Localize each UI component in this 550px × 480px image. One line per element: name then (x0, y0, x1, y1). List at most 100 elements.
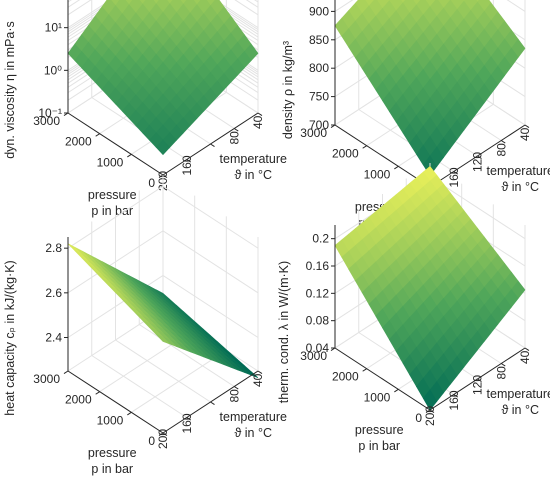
y-axis-line (67, 370, 164, 434)
x-tick-label: 160 (447, 390, 461, 410)
y-tick-label: 0 (415, 411, 422, 425)
x-axis-subtitle: ϑ in °C (234, 426, 272, 440)
x-tick (162, 174, 168, 179)
x-tick (210, 401, 215, 406)
y-tick-label: 3000 (300, 349, 327, 363)
y-tick (394, 165, 399, 170)
x-tick-label: 160 (447, 167, 461, 187)
y-tick (95, 391, 100, 395)
surface (334, 165, 526, 411)
floor-gridline (131, 349, 227, 413)
x-tick-label: 40 (251, 115, 265, 129)
y-axis-subtitle: p in bar (91, 462, 133, 476)
y-axis-line (67, 112, 164, 176)
z-tick-label: 10⁰ (44, 63, 62, 77)
surface-patch (412, 0, 422, 6)
z-tick-label: 0.2 (312, 232, 329, 246)
x-tick (186, 159, 192, 163)
x-tick-label: 80 (494, 143, 508, 157)
x-tick (524, 124, 530, 129)
x-tick-label: 160 (180, 413, 194, 433)
surface-patch (475, 0, 480, 3)
y-tick-label: 3000 (33, 372, 60, 386)
y-tick (158, 432, 164, 437)
z-gridline (67, 274, 259, 338)
z-tick-label: 850 (309, 33, 329, 47)
y-axis-title: pressure (88, 446, 137, 460)
surface-patch (138, 0, 147, 5)
x-tick-label: 80 (227, 131, 241, 145)
x-tick (257, 370, 263, 375)
y-tick-label: 1000 (97, 155, 124, 169)
z-tick-label: 800 (309, 61, 329, 75)
x-tick (186, 417, 192, 421)
y-tick-label: 2000 (65, 135, 92, 149)
x-tick-label: 40 (518, 127, 532, 141)
y-tick-label: 0 (148, 434, 155, 448)
y-tick-label: 1000 (364, 167, 391, 181)
z-tick-label: 0.08 (306, 314, 330, 328)
x-tick (477, 155, 482, 160)
y-axis-line (334, 347, 431, 411)
floor-gridline (138, 324, 235, 387)
panel-3: 408016020001000200030002.42.62.8temperat… (3, 175, 287, 476)
y-tick (63, 370, 69, 375)
y-axis-line (334, 124, 431, 188)
x-axis-subtitle: ϑ in °C (234, 168, 272, 182)
z-tick-label: 2.8 (45, 241, 62, 255)
y-tick-label: 2000 (65, 393, 92, 407)
x-tick-label: 80 (494, 366, 508, 380)
x-axis-title: temperature (220, 410, 287, 424)
x-tick (233, 128, 239, 132)
x-tick (257, 112, 263, 117)
x-tick-label: 80 (227, 389, 241, 403)
surface (334, 0, 526, 177)
surface (67, 243, 259, 378)
x-tick-label: 120 (471, 152, 485, 172)
y-axis-subtitle: p in bar (358, 439, 400, 453)
z-tick-label: 0.04 (306, 341, 330, 355)
x-tick (453, 394, 459, 398)
y-tick-label: 1000 (97, 413, 124, 427)
x-tick (210, 143, 215, 148)
floor-gridline (91, 355, 188, 418)
x-tick-label: 40 (518, 350, 532, 364)
z-tick-label: 2.4 (45, 331, 62, 345)
z-axis-title: dyn. viscosity η in mPa·s (3, 21, 17, 159)
y-axis-title: pressure (88, 188, 137, 202)
x-tick-label: 200 (156, 429, 170, 449)
surface-patch (166, 0, 174, 5)
x-tick (500, 363, 506, 367)
z-tick-label: 2.6 (45, 286, 62, 300)
x-axis-title: temperature (487, 387, 550, 401)
y-tick-label: 2000 (332, 147, 359, 161)
y-tick-label: 0 (148, 176, 155, 190)
x-axis-subtitle: ϑ in °C (501, 403, 539, 417)
surface-patch (155, 334, 170, 345)
y-tick-label: 3000 (33, 114, 60, 128)
surface-patch (155, 139, 171, 156)
y-tick (127, 153, 132, 158)
y-tick (394, 388, 399, 393)
x-tick (233, 386, 239, 390)
x-tick (162, 432, 168, 437)
z-tick-label: 0.12 (306, 286, 330, 300)
z-tick-label: 10⁻¹ (38, 106, 62, 120)
x-tick-label: 200 (423, 406, 437, 426)
y-axis-subtitle: p in bar (91, 204, 133, 218)
x-axis-title: temperature (487, 164, 550, 178)
z-axis-title: density ρ in kg/m³ (281, 41, 295, 139)
z-axis-title: heat capacity cₚ in kJ/(kg·K) (3, 260, 17, 415)
z-gridline (67, 0, 259, 31)
z-tick-label: 700 (309, 118, 329, 132)
z-tick-label: 0.16 (306, 259, 330, 273)
x-tick-label: 120 (471, 375, 485, 395)
surface-patch (179, 0, 188, 5)
x-axis-title: temperature (220, 152, 287, 166)
x-tick-label: 40 (251, 373, 265, 387)
y-tick (127, 411, 132, 416)
z-axis-title: therm. cond. λ in W/(m·K) (277, 261, 291, 403)
y-axis-title: pressure (355, 423, 404, 437)
